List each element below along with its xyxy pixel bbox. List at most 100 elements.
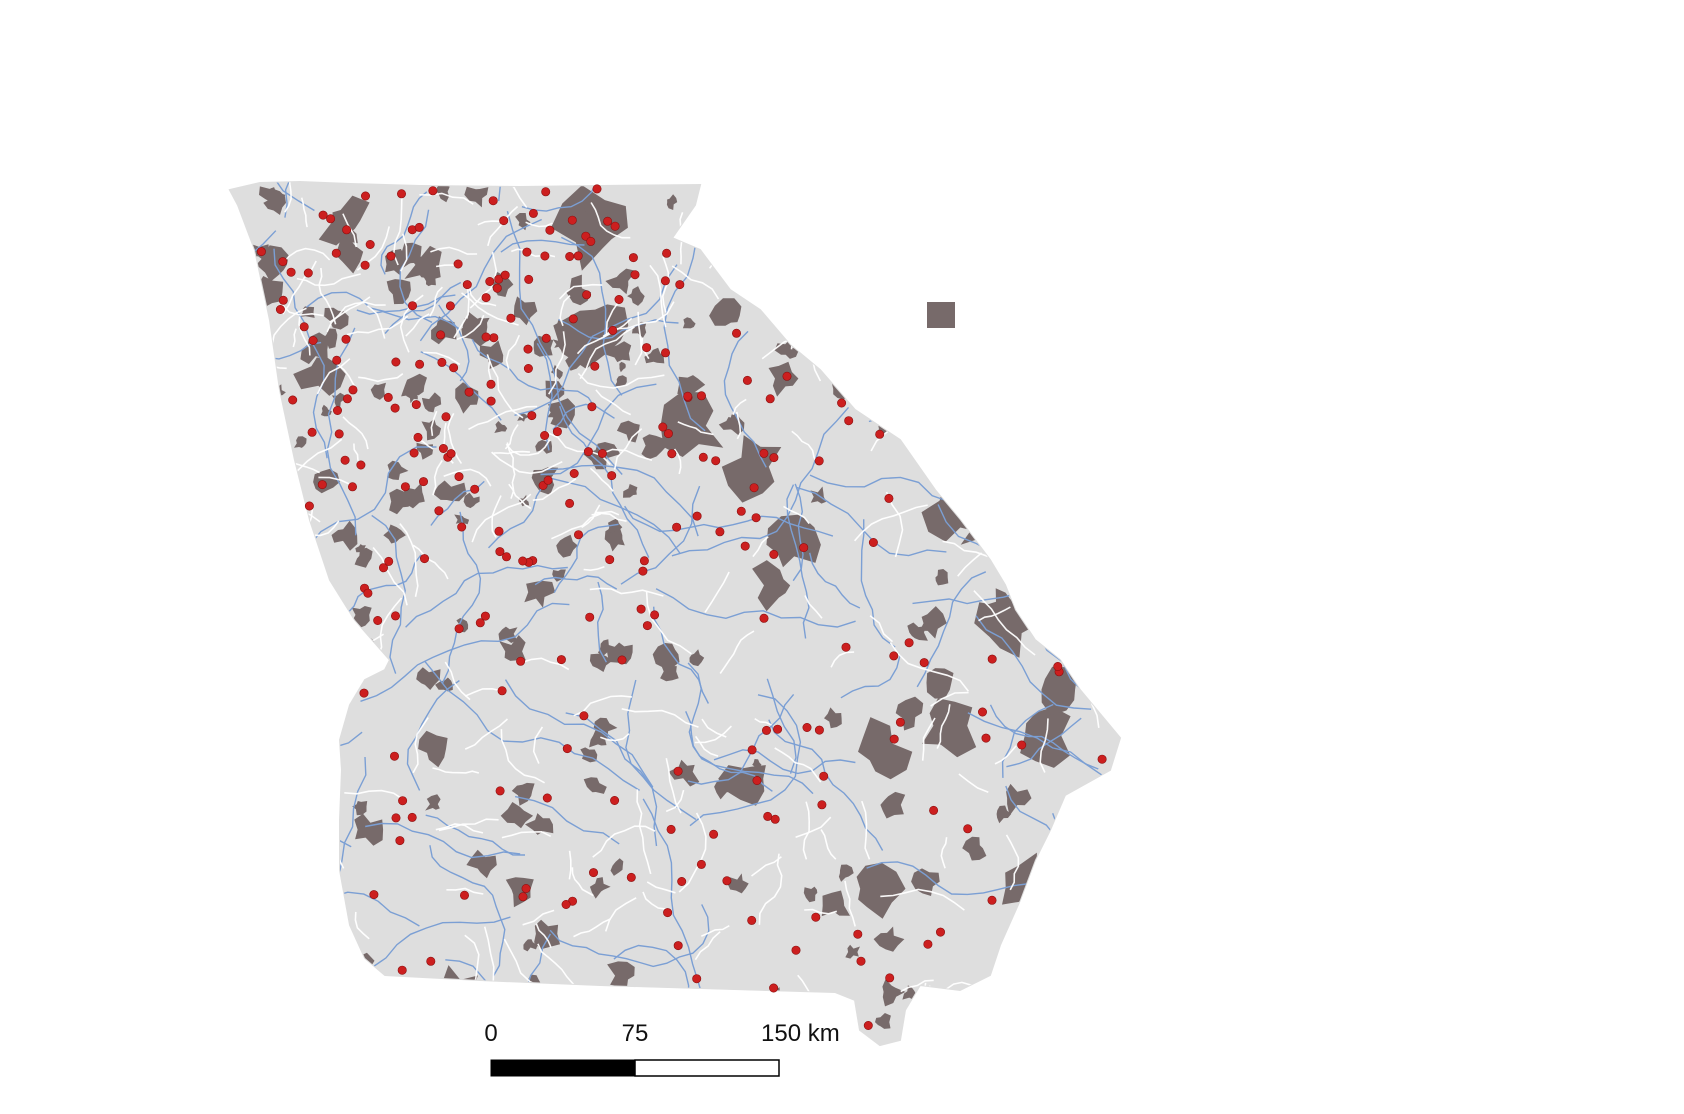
- urban-area: [803, 886, 818, 903]
- urban-area: [346, 635, 359, 649]
- road: [446, 887, 484, 895]
- road: [701, 718, 727, 738]
- settlement-point: [889, 734, 899, 744]
- settlement-point: [711, 456, 721, 466]
- settlement-point: [782, 371, 792, 381]
- urban-area: [1041, 666, 1077, 716]
- road: [430, 410, 438, 436]
- settlement-point: [977, 707, 987, 717]
- river: [894, 279, 1093, 314]
- river: [1063, 841, 1120, 918]
- river: [337, 756, 367, 879]
- settlement-point: [662, 248, 672, 258]
- settlement-point: [470, 484, 480, 494]
- urban-area: [601, 341, 632, 363]
- river: [371, 514, 406, 674]
- river: [230, 230, 277, 344]
- road: [851, 182, 866, 205]
- road: [595, 389, 632, 416]
- settlement-point: [400, 482, 410, 492]
- river: [1019, 575, 1114, 613]
- settlement-point: [500, 270, 510, 280]
- urban-area: [768, 361, 799, 397]
- road: [708, 220, 720, 269]
- settlement-point: [799, 543, 809, 553]
- urban-area: [652, 643, 680, 669]
- urban-area: [289, 890, 319, 915]
- road: [869, 615, 894, 643]
- settlement-point: [449, 363, 459, 373]
- urban-area: [1010, 182, 1024, 195]
- settlement-point: [518, 892, 528, 902]
- settlement-point: [445, 301, 455, 311]
- settlement-point: [696, 391, 706, 401]
- urban-area: [552, 338, 565, 351]
- road: [854, 504, 928, 542]
- settlement-point: [541, 333, 551, 343]
- river: [1019, 529, 1120, 618]
- urban-area: [389, 488, 417, 515]
- settlement-point: [597, 448, 607, 458]
- river: [970, 399, 1042, 453]
- settlement-point: [390, 403, 400, 413]
- settlement-point: [365, 240, 375, 250]
- river: [653, 606, 710, 704]
- road: [432, 459, 443, 496]
- settlement-point: [561, 899, 571, 909]
- road: [444, 661, 471, 701]
- road: [447, 413, 463, 464]
- road: [532, 726, 544, 764]
- settlement-point: [698, 452, 708, 462]
- urban-area: [1090, 376, 1100, 387]
- road: [1037, 285, 1071, 354]
- urban-area: [1020, 356, 1047, 380]
- settlement-point: [356, 460, 366, 470]
- urban-area: [386, 279, 411, 305]
- urban-area: [838, 864, 854, 882]
- road: [694, 725, 732, 744]
- road: [282, 247, 331, 264]
- river: [1087, 519, 1120, 586]
- road: [1098, 514, 1119, 562]
- road: [568, 850, 572, 880]
- urban-area: [607, 961, 635, 989]
- road: [486, 354, 524, 419]
- urban-area: [551, 364, 563, 380]
- urban-area: [1027, 913, 1050, 934]
- river: [689, 694, 802, 827]
- road: [405, 313, 430, 337]
- road: [725, 194, 781, 232]
- urban-area: [234, 617, 255, 638]
- road: [774, 747, 822, 783]
- river: [230, 361, 255, 409]
- urban-area: [623, 484, 638, 498]
- river: [990, 344, 1050, 434]
- road: [803, 201, 814, 231]
- road: [518, 983, 525, 1017]
- urban-area: [895, 696, 924, 731]
- urban-area: [292, 776, 326, 795]
- road: [884, 355, 899, 407]
- river: [1072, 982, 1116, 1045]
- urban-area: [427, 252, 440, 262]
- urban-area: [294, 915, 343, 963]
- urban-area: [1000, 315, 1014, 330]
- urban-area: [962, 836, 987, 861]
- settlement-point: [987, 654, 997, 664]
- urban-area: [919, 606, 947, 639]
- settlement-point: [303, 268, 313, 278]
- settlement-point: [675, 280, 685, 290]
- settlement-point: [407, 301, 417, 311]
- river: [514, 795, 620, 845]
- road: [1001, 291, 1009, 359]
- settlement-point: [518, 556, 528, 566]
- urban-area: [1044, 207, 1061, 226]
- river: [560, 236, 623, 396]
- settlement-point: [605, 555, 615, 565]
- road: [900, 979, 934, 993]
- road: [1093, 403, 1098, 436]
- river: [943, 362, 1062, 526]
- road: [820, 829, 837, 860]
- road: [1117, 869, 1120, 908]
